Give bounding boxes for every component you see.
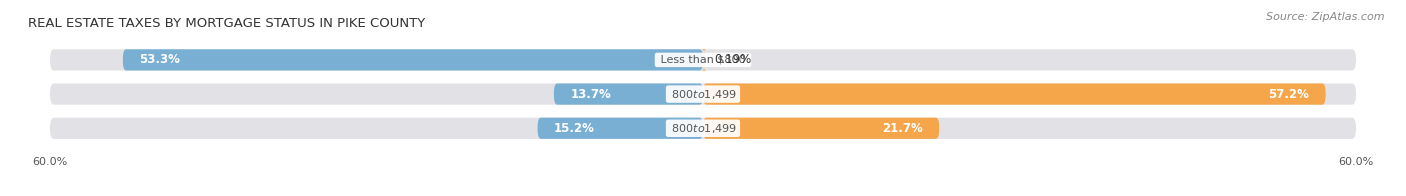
FancyBboxPatch shape [703,118,939,139]
Text: REAL ESTATE TAXES BY MORTGAGE STATUS IN PIKE COUNTY: REAL ESTATE TAXES BY MORTGAGE STATUS IN … [28,17,426,30]
FancyBboxPatch shape [554,83,703,105]
Text: Less than $800: Less than $800 [657,55,749,65]
FancyBboxPatch shape [702,49,706,71]
Text: 53.3%: 53.3% [139,53,180,66]
FancyBboxPatch shape [49,83,1357,105]
Text: 15.2%: 15.2% [554,122,595,135]
Text: 57.2%: 57.2% [1268,88,1309,101]
Text: Source: ZipAtlas.com: Source: ZipAtlas.com [1267,12,1385,22]
FancyBboxPatch shape [703,83,1326,105]
Text: $800 to $1,499: $800 to $1,499 [668,88,738,101]
Text: $800 to $1,499: $800 to $1,499 [668,122,738,135]
FancyBboxPatch shape [49,118,1357,139]
Text: 0.19%: 0.19% [714,53,751,66]
FancyBboxPatch shape [49,49,1357,71]
FancyBboxPatch shape [122,49,703,71]
FancyBboxPatch shape [537,118,703,139]
Text: 13.7%: 13.7% [571,88,612,101]
Text: 21.7%: 21.7% [882,122,922,135]
